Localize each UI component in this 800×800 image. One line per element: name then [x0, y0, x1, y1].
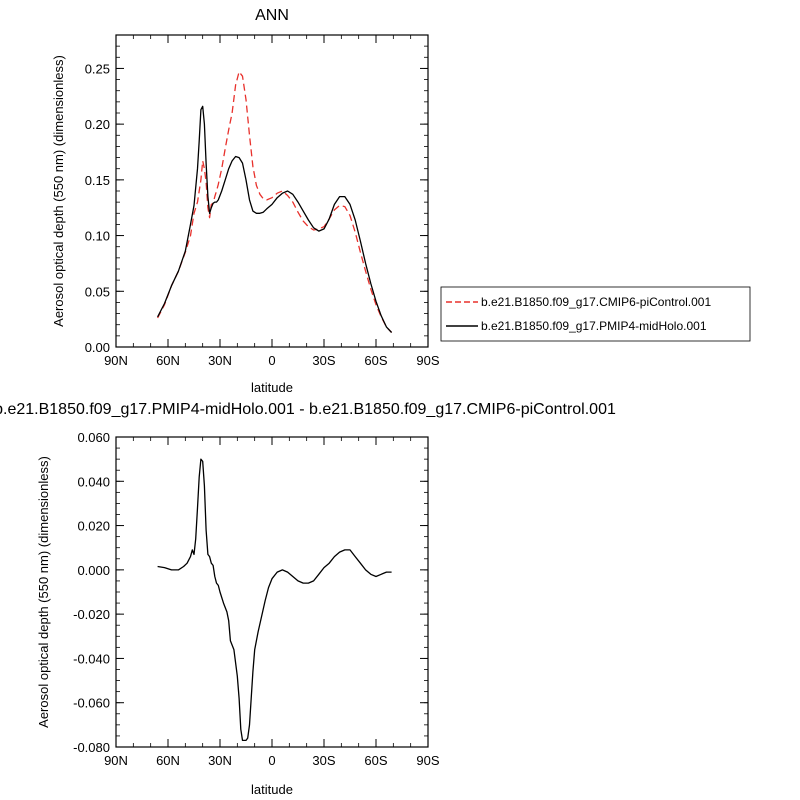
y-tick-label: -0.040: [73, 651, 110, 666]
x-tick-label: 90S: [416, 753, 439, 768]
y-tick-label: 0.20: [85, 117, 110, 132]
bottom-panel-marks: [157, 458, 392, 742]
bottom-panel-x-ticks: 90N 60N 30N 0 30S 60S 90S: [104, 437, 440, 768]
legend-box: [440, 286, 751, 342]
bottom-panel-frame: [115, 436, 429, 748]
x-tick-label: 60S: [364, 353, 387, 368]
x-tick-label: 30N: [208, 753, 232, 768]
top-panel-y-axis-label: Aerosol optical depth (550 nm) (dimensio…: [51, 55, 66, 327]
y-tick-label: 0.25: [85, 61, 110, 76]
y-tick-label: 0.060: [77, 430, 110, 445]
top-panel-x-ticks: 90N 60N 30N 0 30S 60S 90S: [104, 35, 440, 368]
y-tick-label: 0.05: [85, 284, 110, 299]
x-tick-label: 60N: [156, 353, 180, 368]
x-tick-label: 90N: [104, 753, 128, 768]
x-tick-label: 60N: [156, 753, 180, 768]
series-line-0: [157, 458, 392, 742]
y-tick-label: 0.000: [77, 563, 110, 578]
x-tick-label: 30S: [312, 353, 335, 368]
y-tick-label: 0.040: [77, 474, 110, 489]
x-tick-label: 90S: [416, 353, 439, 368]
x-tick-label: 90N: [104, 353, 128, 368]
series-line-1: [157, 105, 393, 333]
x-tick-label: 0: [268, 353, 275, 368]
x-tick-label: 30S: [312, 753, 335, 768]
top-panel-frame: [115, 34, 429, 348]
x-tick-label: 60S: [364, 753, 387, 768]
bottom-panel-y-axis-label: Aerosol optical depth (550 nm) (dimensio…: [36, 456, 51, 728]
top-panel-title: ANN: [255, 7, 289, 24]
x-tick-label: 30N: [208, 353, 232, 368]
top-panel: ANN 0.00 0.05 0.10 0.15 0.20 0.25 90N 60N 30N 0 3…: [51, 7, 751, 395]
legend-label-picontrol: b.e21.B1850.f09_g17.CMIP6-piControl.001: [481, 295, 711, 309]
bottom-panel-x-axis-label: latitude: [251, 782, 293, 797]
bottom-panel: b.e21.B1850.f09_g17.PMIP4-midHolo.001 - …: [0, 401, 616, 797]
y-tick-label: 0.15: [85, 173, 110, 188]
bottom-panel-y-ticks: 0.060 0.040 0.020 0.000 -0.020 -0.040 -0.060 -0…: [73, 430, 428, 755]
y-tick-label: -0.060: [73, 696, 110, 711]
top-panel-x-axis-label: latitude: [251, 380, 293, 395]
y-tick-label: 0.10: [85, 229, 110, 244]
legend-label-midholo: b.e21.B1850.f09_g17.PMIP4-midHolo.001: [481, 319, 707, 333]
x-tick-label: 0: [268, 753, 275, 768]
top-panel-y-ticks: 0.00 0.05 0.10 0.15 0.20 0.25: [85, 34, 428, 355]
bottom-panel-title: b.e21.B1850.f09_g17.PMIP4-midHolo.001 - …: [0, 401, 616, 418]
y-tick-label: -0.080: [73, 740, 110, 755]
top-panel-marks: [157, 71, 393, 333]
legend: b.e21.B1850.f09_g17.CMIP6-piControl.001 …: [440, 286, 751, 342]
y-tick-label: 0.00: [85, 340, 110, 355]
series-line-0: [157, 71, 393, 333]
y-tick-label: 0.020: [77, 519, 110, 534]
y-tick-label: -0.020: [73, 607, 110, 622]
